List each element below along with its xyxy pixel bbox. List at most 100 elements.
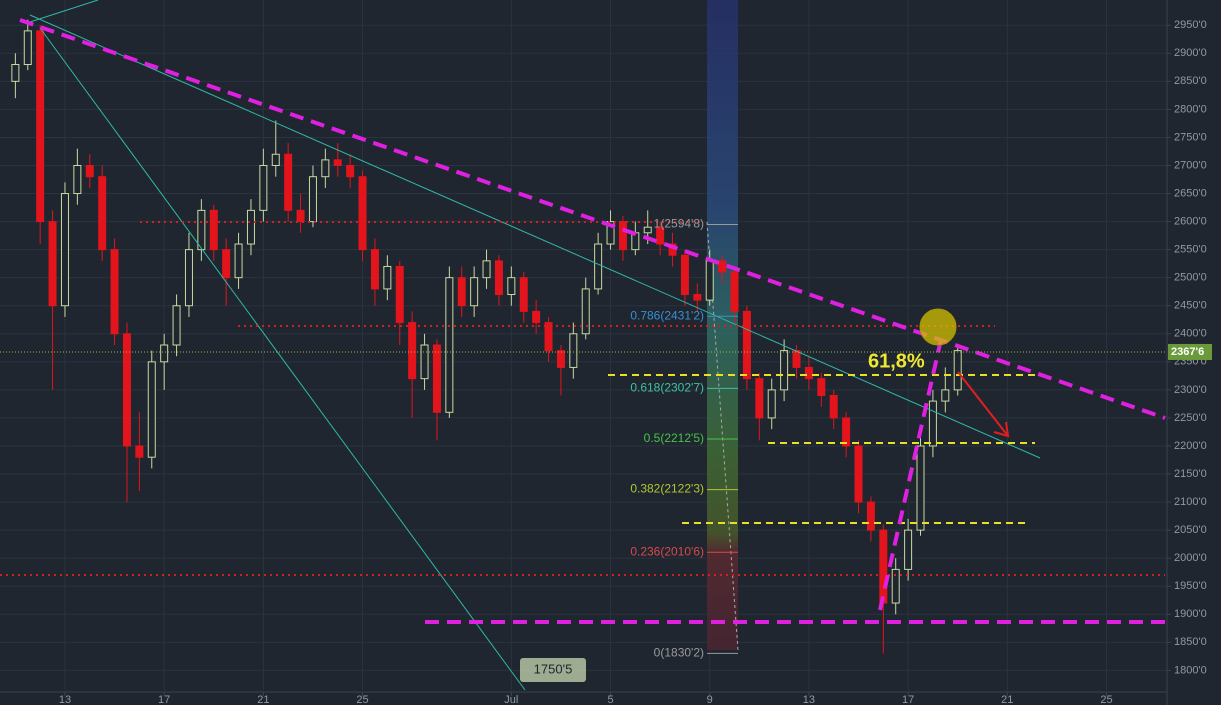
candle-body (23, 30, 32, 66)
candle-body (73, 164, 82, 195)
candle-body (122, 333, 131, 447)
y-tick-label: 2100'0 (1174, 496, 1207, 508)
candle-body (321, 159, 330, 178)
y-tick-label: 2050'0 (1174, 524, 1207, 536)
x-tick-label: 21 (257, 694, 269, 705)
candle-body (953, 350, 962, 391)
candle-body (767, 389, 776, 419)
candle-body (445, 277, 454, 413)
candle-body (246, 209, 255, 245)
candle-body (358, 176, 367, 251)
y-tick-label: 2800'0 (1174, 103, 1207, 115)
candle-body (48, 221, 57, 307)
y-tick-label: 2250'0 (1174, 412, 1207, 424)
candle-body (817, 378, 826, 396)
candle-body (197, 209, 206, 251)
candle-body (147, 361, 156, 458)
candle-body (432, 344, 441, 413)
candle-body (866, 501, 875, 531)
x-tick-label: 17 (158, 694, 170, 705)
drawings (0, 0, 1166, 691)
candle-body (160, 344, 169, 363)
candle-body (60, 193, 69, 307)
candle-body (110, 249, 119, 335)
candle-body (222, 249, 231, 279)
candle-body (184, 249, 193, 307)
candle-body (755, 378, 764, 419)
candle-body (680, 254, 689, 296)
candle-body (209, 209, 218, 251)
x-tick-label: 25 (356, 694, 368, 705)
arrow-head (993, 421, 1010, 438)
candle-body (36, 30, 45, 223)
candle-body (829, 394, 838, 419)
y-tick-label: 2650'0 (1174, 187, 1207, 199)
last-price-label: 2367'6 (1171, 346, 1204, 358)
y-tick-label: 2000'0 (1174, 552, 1207, 564)
candle-body (284, 153, 293, 211)
y-tick-label: 2400'0 (1174, 328, 1207, 340)
candle-body (507, 277, 516, 296)
candle-body (718, 260, 727, 273)
y-tick-label: 2450'0 (1174, 300, 1207, 312)
y-tick-label: 2300'0 (1174, 384, 1207, 396)
candle-body (271, 153, 280, 166)
x-tick-label: 21 (1001, 694, 1013, 705)
y-tick-label: 2750'0 (1174, 131, 1207, 143)
y-tick-label: 2600'0 (1174, 215, 1207, 227)
y-tick-label: 2950'0 (1174, 19, 1207, 31)
candle-body (234, 243, 243, 279)
y-tick-label: 2700'0 (1174, 159, 1207, 171)
candle-body (941, 389, 950, 402)
candle-body (569, 333, 578, 368)
fib-labels: 1(2594'8) 0.786(2431'2) 0.618(2302'7) 0.5(2… (630, 217, 738, 660)
y-tick-label: 1900'0 (1174, 608, 1207, 620)
x-tick-label: 9 (707, 694, 713, 705)
candle-body (333, 159, 342, 166)
candle-body (904, 529, 913, 570)
y-tick-label: 2150'0 (1174, 468, 1207, 480)
x-tick-label: Jul (504, 694, 518, 705)
candle-body (85, 164, 94, 178)
highlight-circle (919, 308, 957, 346)
candle-body (594, 243, 603, 290)
y-tick-label: 2550'0 (1174, 244, 1207, 256)
low-label: 1750'5 (534, 661, 573, 676)
candle-body (556, 350, 565, 368)
candle-body (705, 260, 714, 301)
candle-body (383, 265, 392, 290)
y-tick-label: 1950'0 (1174, 580, 1207, 592)
candle-body (408, 322, 417, 380)
candle-body (395, 265, 404, 324)
candle-body (643, 226, 652, 234)
y-tick-label: 2900'0 (1174, 47, 1207, 59)
trend-line (29, 14, 1041, 459)
x-tick-label: 13 (59, 694, 71, 705)
candle-body (420, 344, 429, 380)
candle-body (879, 529, 888, 604)
trend-line (39, 27, 526, 691)
fib-label: 0.786(2431'2) (630, 308, 704, 322)
candle-body (259, 164, 268, 211)
candle-body (172, 305, 181, 346)
candle-body (308, 176, 317, 223)
x-tick-label: 25 (1100, 694, 1112, 705)
trend-line (29, 0, 99, 23)
candle-body (792, 350, 801, 368)
candle-body (544, 322, 553, 352)
candle-body (804, 366, 813, 380)
candle-body (730, 271, 739, 312)
y-tick-label: 2200'0 (1174, 440, 1207, 452)
candle-body (494, 260, 503, 296)
fib-label: 1(2594'8) (654, 217, 704, 231)
fib-label: 0(1830'2) (654, 646, 704, 660)
candle-body (854, 445, 863, 503)
candle-body (742, 310, 751, 380)
candle-body (656, 226, 665, 245)
candle-body (11, 64, 20, 82)
candle-body (532, 310, 541, 324)
candle-body (891, 568, 900, 604)
candle-body (842, 417, 851, 447)
y-tick-label: 2850'0 (1174, 75, 1207, 87)
